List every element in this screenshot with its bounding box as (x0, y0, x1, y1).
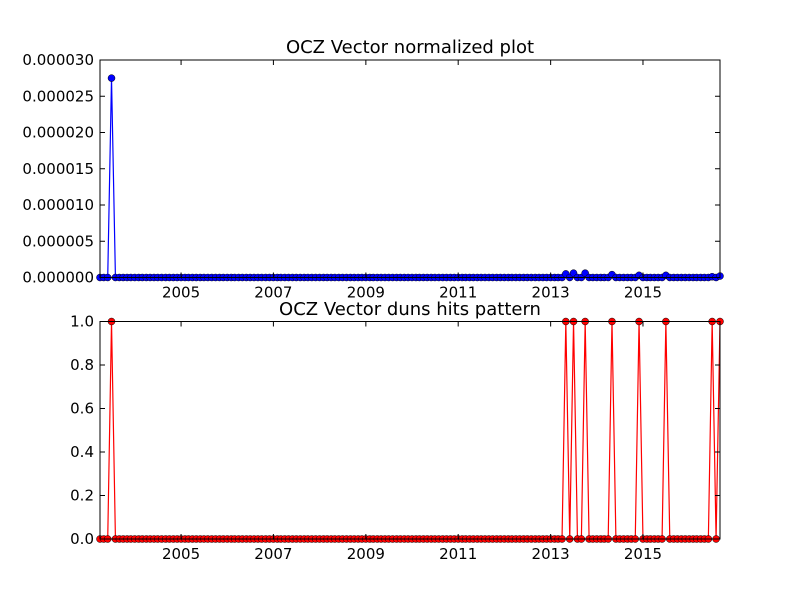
duns-hits-series (96, 317, 724, 543)
x-tick-label: 2009 (347, 545, 385, 563)
y-tick-label: 0.000005 (22, 232, 94, 250)
y-tick-label: 0.000015 (22, 160, 94, 178)
normalized-y-ticks: 0.000000 0.000005 0.000010 0.000015 0.000020… (22, 51, 720, 287)
y-tick-label: 0.000020 (22, 124, 94, 142)
data-point (107, 74, 116, 82)
normalized-plot: OCZ Vector normalized plot 2005 2007 2009 2… (22, 37, 724, 302)
series-line (100, 78, 721, 279)
x-tick-label: 2013 (532, 284, 570, 302)
x-tick-label: 2011 (439, 545, 477, 563)
x-tick-label: 2007 (254, 545, 292, 563)
y-tick-label: 0.8 (70, 356, 94, 374)
normalized-plot-frame (99, 59, 721, 278)
y-tick-label: 0.2 (70, 487, 94, 505)
x-tick-label: 2015 (624, 545, 662, 563)
x-tick-label: 2013 (532, 545, 570, 563)
y-tick-label: 0.000025 (22, 87, 94, 105)
normalized-plot-title: OCZ Vector normalized plot (286, 37, 534, 58)
y-tick-label: 0.0 (70, 530, 94, 548)
series-line (100, 321, 721, 540)
duns-hits-y-ticks: 0.0 0.2 0.4 0.6 0.8 1.0 (70, 313, 720, 548)
y-tick-label: 0.6 (70, 400, 94, 418)
x-tick-label: 2007 (254, 284, 292, 302)
y-tick-label: 0.000030 (22, 51, 94, 69)
duns-hits-plot: OCZ Vector duns hits pattern 2005 2007 200… (70, 299, 724, 563)
x-tick-label: 2011 (439, 284, 477, 302)
x-tick-label: 2005 (162, 284, 200, 302)
normalized-x-ticks: 2005 2007 2009 2011 2013 2015 (162, 60, 662, 302)
x-tick-label: 2015 (624, 284, 662, 302)
x-tick-label: 2005 (162, 545, 200, 563)
duns-hits-plot-frame (99, 321, 721, 540)
duns-hits-plot-title: OCZ Vector duns hits pattern (279, 299, 541, 320)
y-tick-label: 0.000010 (22, 196, 94, 214)
y-tick-label: 0.000000 (22, 269, 94, 287)
y-tick-label: 0.4 (70, 443, 94, 461)
x-tick-label: 2009 (347, 284, 385, 302)
duns-hits-x-ticks: 2005 2007 2009 2011 2013 2015 (162, 321, 662, 563)
normalized-series (96, 74, 724, 282)
y-tick-label: 1.0 (70, 313, 94, 331)
